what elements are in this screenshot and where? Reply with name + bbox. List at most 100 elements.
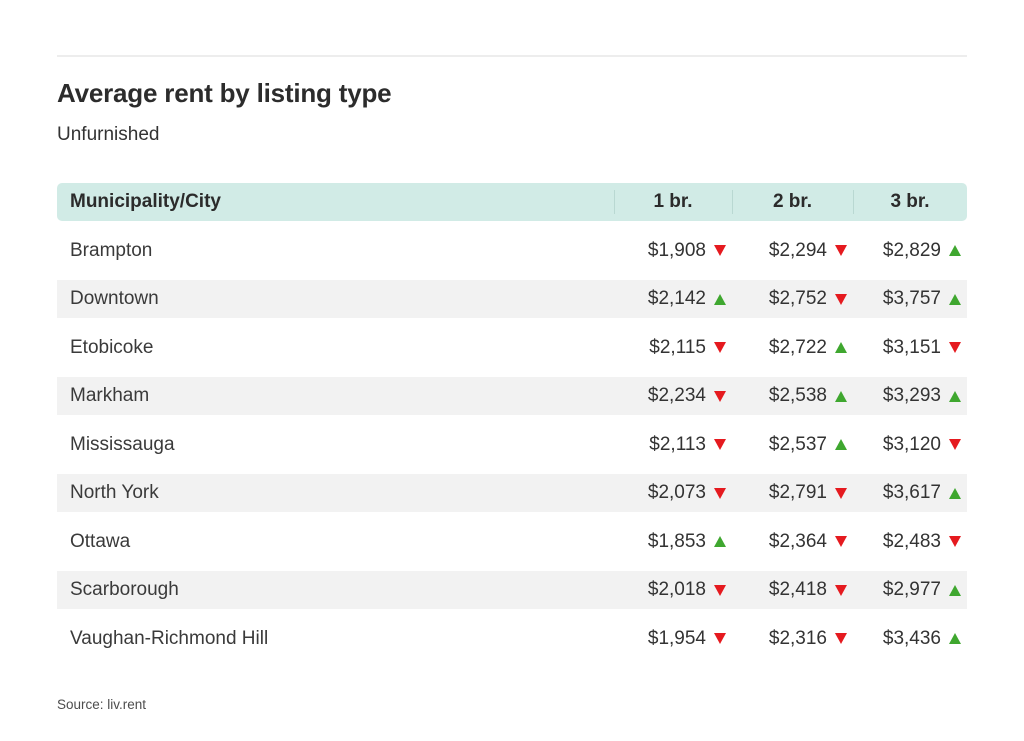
table-row: Brampton $1,908 $2,294 $2,829 bbox=[57, 232, 967, 270]
rent-table: Municipality/City 1 br. 2 br. 3 br. Bram… bbox=[57, 183, 967, 658]
trend-up-icon bbox=[949, 245, 961, 256]
rent-cell-2br: $2,791 bbox=[732, 482, 853, 504]
rent-value: $2,791 bbox=[768, 482, 827, 503]
rent-cell-3br: $3,293 bbox=[853, 385, 967, 407]
trend-down-icon bbox=[835, 293, 847, 305]
rent-cell-1br: $2,142 bbox=[614, 288, 732, 310]
city-name: Scarborough bbox=[70, 579, 179, 600]
column-header-1br: 1 br. bbox=[614, 183, 732, 221]
rent-value: $2,316 bbox=[768, 627, 827, 649]
rent-cell-1br: $2,115 bbox=[614, 337, 732, 359]
table-row: Downtown $2,142 $2,752 $3,757 bbox=[57, 280, 967, 318]
trend-down-icon bbox=[949, 439, 961, 450]
rent-value: $2,142 bbox=[647, 288, 706, 309]
city-name: Downtown bbox=[70, 288, 159, 309]
rent-cell-3br: $3,617 bbox=[853, 482, 967, 504]
rent-cell-1br: $2,113 bbox=[614, 434, 732, 456]
rent-value: $2,829 bbox=[882, 239, 941, 261]
trend-down-icon bbox=[714, 487, 726, 499]
rent-value: $2,418 bbox=[768, 579, 827, 600]
rent-cell-2br: $2,418 bbox=[732, 579, 853, 601]
rent-value: $2,722 bbox=[768, 336, 827, 358]
rent-value: $3,151 bbox=[882, 336, 941, 358]
trend-down-icon bbox=[835, 633, 847, 644]
rent-cell-3br: $2,483 bbox=[853, 531, 967, 553]
table-body: Brampton $1,908 $2,294 $2,829 Downtown $… bbox=[57, 232, 967, 658]
table-row: Etobicoke $2,115 $2,722 $3,151 bbox=[57, 329, 967, 367]
rent-cell-1br: $2,073 bbox=[614, 482, 732, 504]
rent-cell-1br: $1,954 bbox=[614, 628, 732, 650]
rent-value: $2,977 bbox=[882, 579, 941, 600]
rent-value: $3,120 bbox=[882, 433, 941, 455]
trend-up-icon bbox=[835, 390, 847, 402]
rent-value: $3,293 bbox=[882, 385, 941, 406]
rent-value: $1,954 bbox=[647, 627, 706, 649]
table-row: Mississauga $2,113 $2,537 $3,120 bbox=[57, 426, 967, 464]
page-subtitle: Unfurnished bbox=[57, 124, 160, 145]
trend-down-icon bbox=[835, 487, 847, 499]
rent-cell-1br: $1,908 bbox=[614, 240, 732, 262]
trend-up-icon bbox=[949, 633, 961, 644]
city-name: Ottawa bbox=[70, 530, 131, 552]
rent-value: $2,113 bbox=[649, 433, 706, 455]
top-divider bbox=[57, 55, 967, 57]
trend-down-icon bbox=[714, 245, 726, 256]
rent-cell-3br: $2,977 bbox=[853, 579, 967, 601]
trend-down-icon bbox=[949, 536, 961, 547]
rent-cell-2br: $2,364 bbox=[732, 531, 853, 553]
rent-cell-1br: $1,853 bbox=[614, 531, 732, 553]
rent-cell-2br: $2,537 bbox=[732, 434, 853, 456]
rent-cell-3br: $3,151 bbox=[853, 337, 967, 359]
table-row: North York $2,073 $2,791 $3,617 bbox=[57, 474, 967, 512]
rent-cell-3br: $3,436 bbox=[853, 628, 967, 650]
trend-up-icon bbox=[714, 536, 726, 547]
column-header-municipality: Municipality/City bbox=[70, 191, 221, 212]
trend-down-icon bbox=[714, 439, 726, 450]
rent-cell-3br: $2,829 bbox=[853, 240, 967, 262]
trend-down-icon bbox=[835, 536, 847, 547]
table-row: Markham $2,234 $2,538 $3,293 bbox=[57, 377, 967, 415]
trend-up-icon bbox=[949, 293, 961, 305]
table-row: Scarborough $2,018 $2,418 $2,977 bbox=[57, 571, 967, 609]
rent-cell-2br: $2,294 bbox=[732, 240, 853, 262]
trend-down-icon bbox=[714, 584, 726, 596]
table-header-row: Municipality/City 1 br. 2 br. 3 br. bbox=[57, 183, 967, 221]
rent-value: $2,294 bbox=[768, 239, 827, 261]
trend-up-icon bbox=[949, 584, 961, 596]
rent-value: $2,752 bbox=[768, 288, 827, 309]
source-credit: Source: liv.rent bbox=[57, 697, 147, 712]
rent-cell-2br: $2,316 bbox=[732, 628, 853, 650]
rent-value: $2,234 bbox=[647, 385, 706, 406]
trend-down-icon bbox=[835, 245, 847, 256]
rent-value: $3,757 bbox=[882, 288, 941, 309]
rent-cell-3br: $3,120 bbox=[853, 434, 967, 456]
column-header-2br: 2 br. bbox=[732, 183, 853, 221]
trend-down-icon bbox=[835, 584, 847, 596]
rent-value: $2,483 bbox=[882, 530, 941, 552]
rent-cell-2br: $2,722 bbox=[732, 337, 853, 359]
city-name: Brampton bbox=[70, 239, 153, 261]
rent-cell-3br: $3,757 bbox=[853, 288, 967, 310]
column-header-3br: 3 br. bbox=[853, 183, 967, 221]
rent-cell-1br: $2,234 bbox=[614, 385, 732, 407]
city-name: Vaughan-Richmond Hill bbox=[70, 627, 269, 649]
rent-value: $2,073 bbox=[647, 482, 706, 503]
city-name: North York bbox=[70, 482, 159, 503]
trend-down-icon bbox=[714, 390, 726, 402]
rent-cell-1br: $2,018 bbox=[614, 579, 732, 601]
trend-up-icon bbox=[714, 293, 726, 305]
rent-value: $1,908 bbox=[647, 239, 706, 261]
trend-down-icon bbox=[714, 633, 726, 644]
rent-value: $3,617 bbox=[882, 482, 941, 503]
rent-value: $2,018 bbox=[647, 579, 706, 600]
city-name: Etobicoke bbox=[70, 336, 154, 358]
page-title: Average rent by listing type bbox=[57, 78, 392, 108]
trend-up-icon bbox=[949, 487, 961, 499]
city-name: Mississauga bbox=[70, 433, 175, 455]
table-row: Ottawa $1,853 $2,364 $2,483 bbox=[57, 523, 967, 561]
rent-value: $2,364 bbox=[768, 530, 827, 552]
rent-value: $2,115 bbox=[649, 336, 706, 358]
city-name: Markham bbox=[70, 385, 150, 406]
rent-value: $2,537 bbox=[768, 433, 827, 455]
